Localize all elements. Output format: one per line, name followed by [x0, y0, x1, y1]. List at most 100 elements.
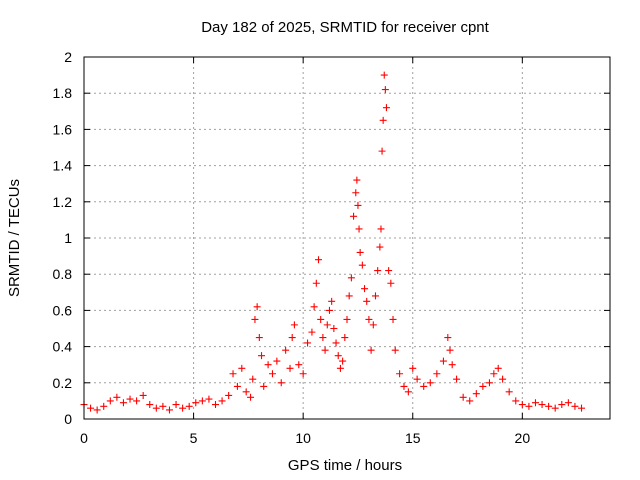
- data-point: [466, 397, 474, 405]
- data-point: [353, 176, 361, 184]
- data-point: [365, 315, 373, 323]
- data-point: [472, 390, 480, 398]
- data-point: [371, 292, 379, 300]
- data-point: [374, 267, 382, 275]
- y-tick-label: 2: [64, 49, 72, 65]
- data-point: [479, 382, 487, 390]
- data-point: [212, 401, 219, 409]
- data-point: [352, 189, 360, 197]
- data-point: [420, 382, 428, 390]
- data-point: [233, 382, 241, 390]
- data-point: [238, 364, 246, 372]
- data-point: [404, 388, 412, 396]
- data-point: [426, 379, 434, 387]
- data-point: [409, 364, 417, 372]
- data-point: [396, 370, 404, 378]
- x-tick-label: 15: [405, 430, 421, 446]
- y-axis-title: SRMTID / TECUs: [6, 179, 23, 297]
- data-point: [358, 261, 366, 269]
- data-point: [172, 401, 180, 409]
- data-point: [229, 370, 237, 378]
- data-point: [321, 346, 329, 354]
- data-point: [385, 267, 393, 275]
- x-axis-title: GPS time / hours: [288, 457, 402, 474]
- data-point: [363, 297, 371, 305]
- data-point: [288, 334, 296, 342]
- data-point: [304, 339, 312, 347]
- data-point: [525, 402, 533, 410]
- data-point: [255, 334, 263, 342]
- data-point: [100, 402, 108, 410]
- data-point: [413, 375, 421, 383]
- data-point: [218, 397, 226, 405]
- data-point: [290, 321, 298, 329]
- data-point: [446, 346, 454, 354]
- data-point: [317, 315, 325, 323]
- x-tick-label: 10: [295, 430, 311, 446]
- data-point: [339, 357, 347, 365]
- data-point: [448, 361, 456, 369]
- data-point: [433, 370, 441, 378]
- data-point: [494, 364, 502, 372]
- data-point: [378, 147, 386, 155]
- data-point: [343, 315, 351, 323]
- data-point: [354, 201, 362, 209]
- data-point: [391, 346, 399, 354]
- data-point: [400, 382, 408, 390]
- data-point: [350, 212, 358, 220]
- data-point: [355, 225, 363, 233]
- data-point: [334, 352, 342, 360]
- data-point: [545, 402, 553, 410]
- data-point: [459, 393, 467, 401]
- data-point: [310, 303, 318, 311]
- data-point: [538, 401, 546, 409]
- data-point: [578, 404, 586, 412]
- data-point: [87, 404, 95, 412]
- data-point: [571, 402, 579, 410]
- data-point: [264, 361, 272, 369]
- data-point: [119, 399, 127, 407]
- data-point: [152, 404, 160, 412]
- data-point: [490, 370, 498, 378]
- data-point: [247, 393, 255, 401]
- data-point: [205, 395, 213, 403]
- data-point: [356, 248, 364, 256]
- data-point: [126, 395, 134, 403]
- data-point: [225, 391, 233, 399]
- data-point: [159, 402, 167, 410]
- data-point: [295, 361, 303, 369]
- y-tick-label: 0.2: [53, 375, 73, 391]
- data-point: [499, 375, 507, 383]
- y-tick-label: 0.4: [53, 339, 73, 355]
- data-point: [258, 352, 266, 360]
- data-point: [551, 404, 559, 412]
- data-point: [361, 285, 369, 293]
- data-point: [382, 104, 390, 112]
- data-point: [106, 397, 114, 405]
- y-tick-label: 0.6: [53, 302, 73, 318]
- data-point: [251, 315, 259, 323]
- data-point: [185, 402, 193, 410]
- data-point: [512, 397, 520, 405]
- data-point: [282, 346, 290, 354]
- data-point: [485, 379, 493, 387]
- data-point: [341, 334, 349, 342]
- data-point: [242, 388, 250, 396]
- data-point: [505, 388, 513, 396]
- x-tick-label: 20: [515, 430, 531, 446]
- data-point: [93, 406, 101, 414]
- x-tick-label: 0: [80, 430, 88, 446]
- data-point: [315, 256, 323, 264]
- grid-lines: [84, 57, 610, 419]
- data-point: [198, 397, 206, 405]
- data-point: [165, 406, 173, 414]
- data-point: [277, 379, 285, 387]
- data-point: [268, 370, 276, 378]
- data-point: [453, 375, 461, 383]
- y-tick-label: 1.6: [53, 121, 73, 137]
- data-point: [325, 306, 333, 314]
- data-point: [133, 397, 141, 405]
- axis-ticks: 00.20.40.60.811.21.41.61.820 5 10 15 20: [53, 49, 610, 446]
- data-point: [299, 370, 307, 378]
